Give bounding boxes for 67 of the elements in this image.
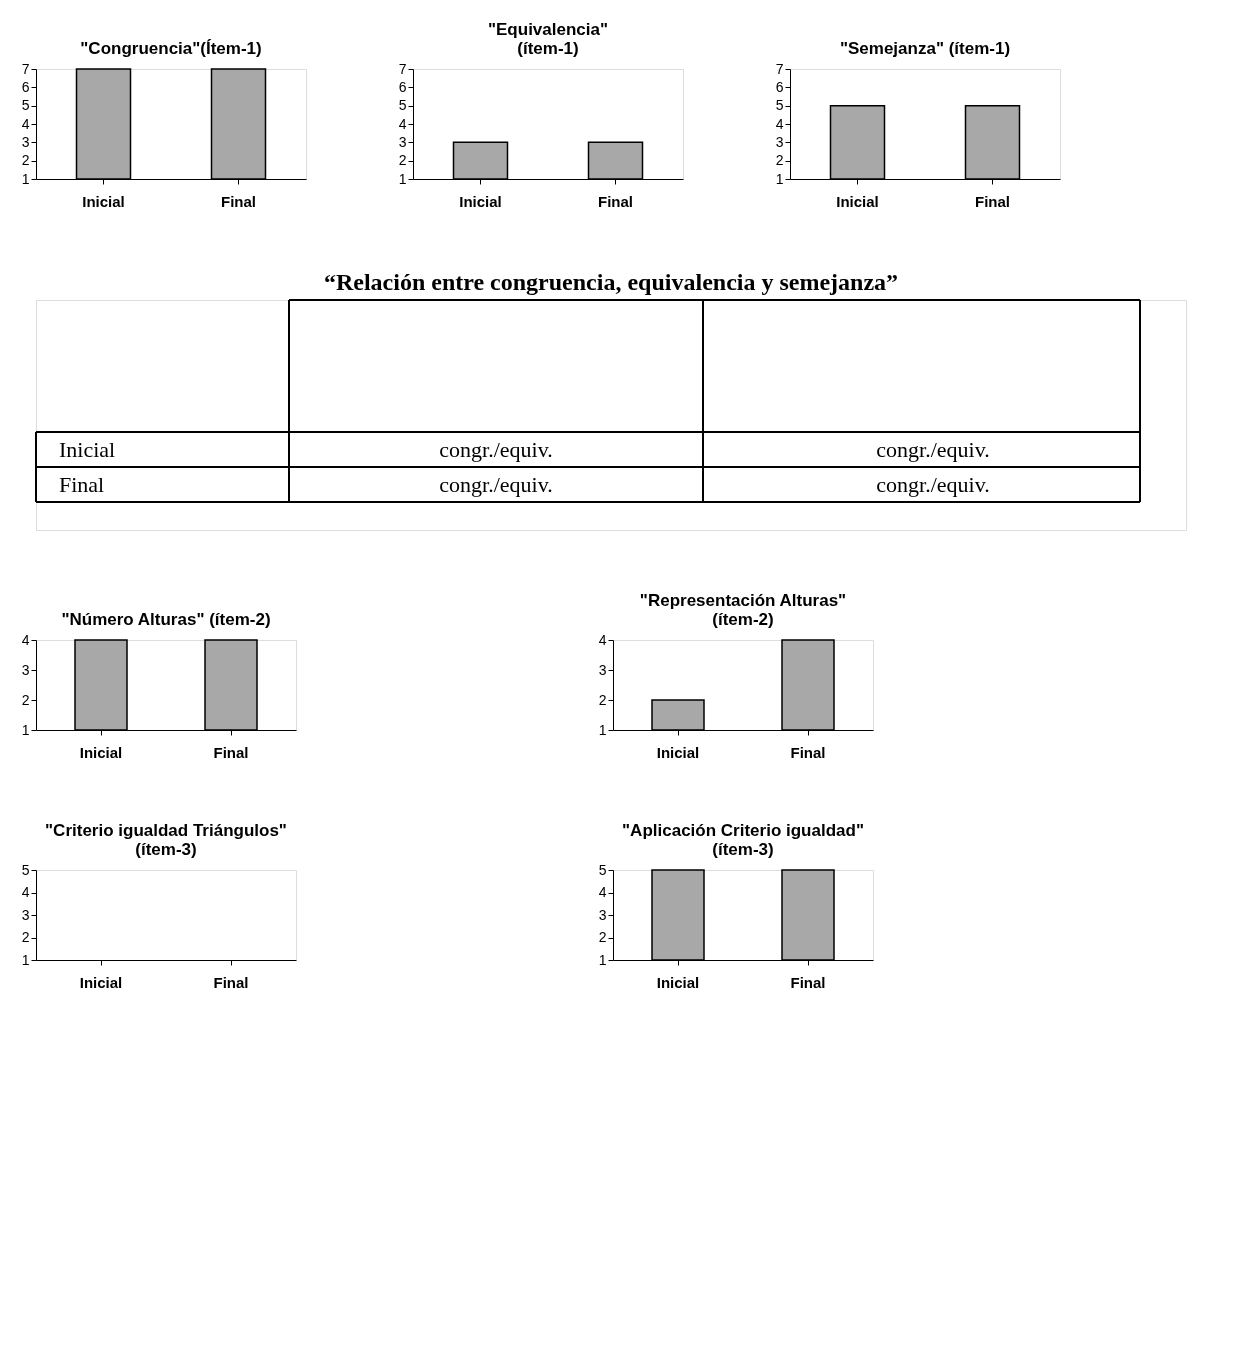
- x-tick-label: Inicial: [459, 192, 502, 210]
- y-tick-label: 2: [598, 929, 607, 945]
- x-tick-label: Inicial: [656, 743, 700, 761]
- y-tick-label: 7: [21, 60, 30, 77]
- y-tick-label: 1: [21, 721, 30, 738]
- y-tick-label: 2: [21, 691, 30, 708]
- y-tick-label: 6: [775, 78, 784, 95]
- x-tick-label: Inicial: [79, 743, 123, 761]
- x-tick-label: Final: [597, 192, 634, 210]
- y-tick-label: 6: [398, 78, 407, 95]
- x-tick-label: Final: [790, 973, 826, 991]
- x-tick-label: Final: [220, 192, 257, 210]
- x-tick-label: Inicial: [836, 192, 879, 210]
- x-tick-label: Final: [213, 743, 249, 761]
- y-tick-label: 1: [21, 170, 30, 187]
- y-tick-label: 3: [21, 133, 30, 150]
- y-tick-label: 1: [21, 951, 30, 968]
- chart-title: "Aplicación Criterio igualdad" (ítem-3): [622, 821, 864, 859]
- y-tick-label: 4: [21, 115, 30, 132]
- text: congr./equiv.: [876, 472, 990, 497]
- y-tick-label: 2: [398, 152, 407, 169]
- y-tick-label: 7: [398, 60, 407, 77]
- text: congr./equiv.: [439, 437, 553, 462]
- y-tick-label: 2: [21, 152, 30, 169]
- x-tick-label: Final: [974, 192, 1011, 210]
- y-tick-label: 4: [21, 631, 30, 648]
- text: Inicial: [59, 437, 116, 462]
- y-tick-label: 1: [598, 951, 607, 968]
- y-tick-label: 3: [398, 133, 407, 150]
- x-tick-label: Inicial: [82, 192, 125, 210]
- chart-title: "Semejanza" (ítem-1): [839, 39, 1011, 58]
- y-tick-label: 2: [21, 929, 30, 945]
- chart-title: "Congruencia"(Ítem-1): [80, 39, 262, 58]
- y-tick-label: 4: [598, 631, 607, 648]
- y-tick-label: 4: [398, 115, 407, 132]
- y-tick-label: 4: [775, 115, 784, 132]
- y-tick-label: 1: [598, 721, 607, 738]
- y-tick-label: 2: [775, 152, 784, 169]
- text: congr./equiv.: [439, 472, 553, 497]
- y-tick-label: 5: [775, 97, 784, 114]
- y-tick-label: 2: [598, 691, 607, 708]
- y-tick-label: 3: [775, 133, 784, 150]
- chart-title: "Equivalencia" (ítem-1): [487, 20, 609, 58]
- y-tick-label: 3: [21, 661, 30, 678]
- y-tick-label: 1: [775, 170, 784, 187]
- y-tick-label: 3: [598, 661, 607, 678]
- x-tick-label: Inicial: [79, 973, 123, 991]
- text: congr./equiv.: [876, 437, 990, 462]
- x-tick-label: Inicial: [656, 973, 700, 991]
- text: “Relación entre congruencia, equivalencia y semejanza”: [323, 269, 899, 295]
- text: Final: [59, 472, 105, 497]
- y-tick-label: 5: [21, 861, 30, 878]
- y-tick-label: 3: [21, 906, 30, 923]
- y-tick-label: 4: [21, 884, 30, 900]
- x-tick-label: Final: [790, 743, 826, 761]
- chart-title: "Número Alturas" (ítem-2): [61, 610, 271, 629]
- x-tick-label: Final: [213, 973, 249, 991]
- y-tick-label: 7: [775, 60, 784, 77]
- y-tick-label: 3: [598, 906, 607, 923]
- y-tick-label: 5: [398, 97, 407, 114]
- y-tick-label: 5: [598, 861, 607, 878]
- y-tick-label: 1: [398, 170, 407, 187]
- chart-title: "Representación Alturas" (ítem-2): [639, 591, 847, 629]
- y-tick-label: 5: [21, 97, 30, 114]
- y-tick-label: 6: [21, 78, 30, 95]
- y-tick-label: 4: [598, 884, 607, 900]
- chart-title: "Criterio igualdad Triángulos" (ítem-3): [45, 821, 287, 859]
